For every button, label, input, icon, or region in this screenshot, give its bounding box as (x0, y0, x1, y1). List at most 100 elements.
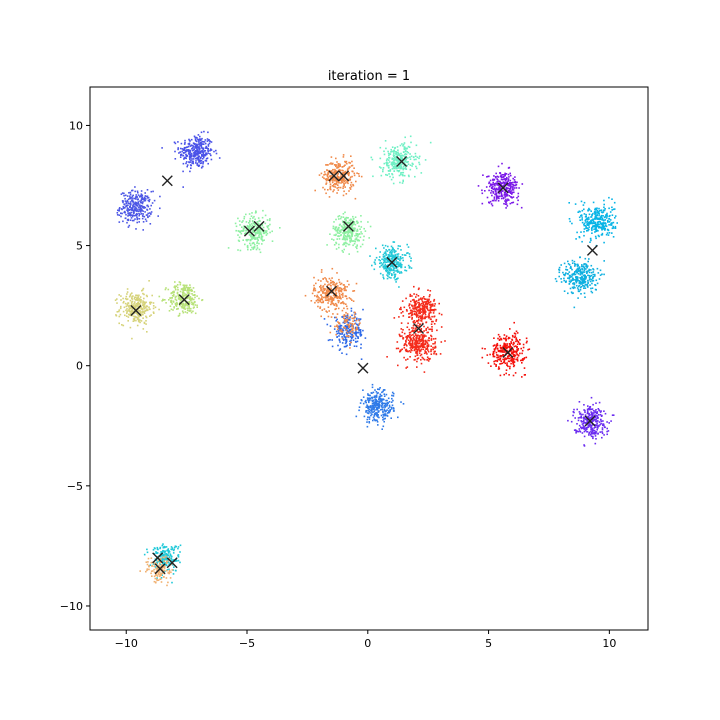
data-point (266, 219, 269, 221)
data-point (340, 216, 343, 218)
data-point (485, 186, 488, 188)
data-point (500, 337, 502, 340)
data-point (188, 143, 191, 146)
data-point (203, 156, 205, 159)
data-point (119, 307, 122, 310)
data-point (335, 218, 337, 221)
data-point (337, 296, 339, 298)
data-point (360, 358, 363, 360)
data-point (499, 175, 502, 178)
data-point (339, 186, 342, 189)
data-point (592, 212, 594, 215)
data-point (255, 248, 258, 251)
data-point (132, 200, 134, 203)
data-point (397, 261, 399, 264)
data-point (616, 222, 618, 224)
data-point (337, 325, 340, 328)
data-point (397, 277, 399, 280)
data-point (405, 149, 407, 152)
data-point (186, 290, 188, 292)
data-point (139, 312, 142, 315)
data-point (431, 328, 433, 331)
data-point (395, 267, 398, 270)
data-point (514, 184, 517, 187)
data-point (181, 298, 183, 300)
data-point (419, 354, 422, 357)
data-point (506, 176, 508, 179)
data-point (264, 230, 267, 232)
data-point (367, 399, 369, 401)
data-point (330, 281, 333, 284)
data-point (380, 406, 383, 408)
data-point (179, 283, 182, 286)
data-point (131, 298, 134, 300)
data-point (329, 325, 332, 327)
data-point (261, 224, 264, 227)
data-point (252, 228, 255, 230)
data-point (313, 284, 315, 287)
data-point (340, 297, 342, 300)
data-point (414, 301, 417, 303)
data-point (405, 153, 408, 156)
data-point (386, 402, 389, 404)
data-point (315, 300, 318, 302)
data-point (388, 173, 390, 175)
data-point (382, 167, 385, 169)
data-point (511, 197, 513, 199)
data-point (149, 212, 151, 214)
data-point (320, 286, 322, 289)
data-point (356, 340, 359, 343)
data-point (380, 264, 383, 267)
data-point (320, 271, 323, 273)
data-point (129, 294, 132, 297)
data-point (373, 418, 375, 420)
data-point (409, 307, 411, 309)
data-point (412, 324, 415, 327)
data-point (407, 252, 409, 254)
data-point (350, 155, 352, 157)
data-point (342, 187, 344, 189)
data-point (520, 347, 522, 350)
data-point (326, 164, 328, 166)
data-point (500, 197, 503, 200)
data-point (603, 203, 605, 206)
data-point (319, 286, 321, 288)
data-point (366, 421, 368, 423)
data-point (432, 312, 435, 314)
data-point (375, 256, 378, 259)
data-point (141, 304, 144, 306)
data-point (428, 302, 431, 304)
data-point (375, 404, 377, 407)
data-point (336, 229, 339, 231)
data-point (138, 218, 141, 220)
data-point (421, 309, 424, 312)
data-point (141, 289, 143, 292)
data-point (508, 354, 510, 357)
data-point (184, 303, 187, 305)
data-point (358, 323, 361, 325)
data-point (422, 301, 424, 304)
data-point (392, 176, 394, 179)
data-point (574, 265, 576, 267)
data-point (395, 259, 397, 262)
data-point (205, 145, 207, 148)
data-point (372, 175, 374, 178)
data-point (415, 312, 418, 315)
data-point (192, 287, 195, 289)
data-point (607, 234, 610, 236)
data-point (352, 184, 355, 187)
data-point (336, 324, 338, 327)
data-point (490, 365, 492, 367)
data-point (424, 309, 426, 311)
data-point (516, 203, 519, 206)
data-point (381, 391, 383, 394)
data-point (194, 155, 196, 157)
data-point (371, 406, 373, 408)
data-point (130, 310, 132, 313)
data-point (201, 153, 203, 156)
data-point (194, 304, 197, 306)
data-point (508, 357, 511, 360)
data-point (194, 139, 197, 141)
data-point (391, 404, 394, 407)
data-point (383, 418, 385, 420)
